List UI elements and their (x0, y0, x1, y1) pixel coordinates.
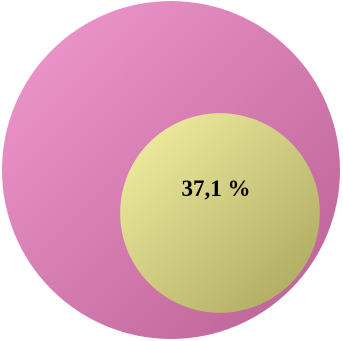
chart-marks (2, 1, 340, 339)
inner-circle (120, 113, 320, 313)
value-label: 37,1 % (182, 176, 251, 201)
